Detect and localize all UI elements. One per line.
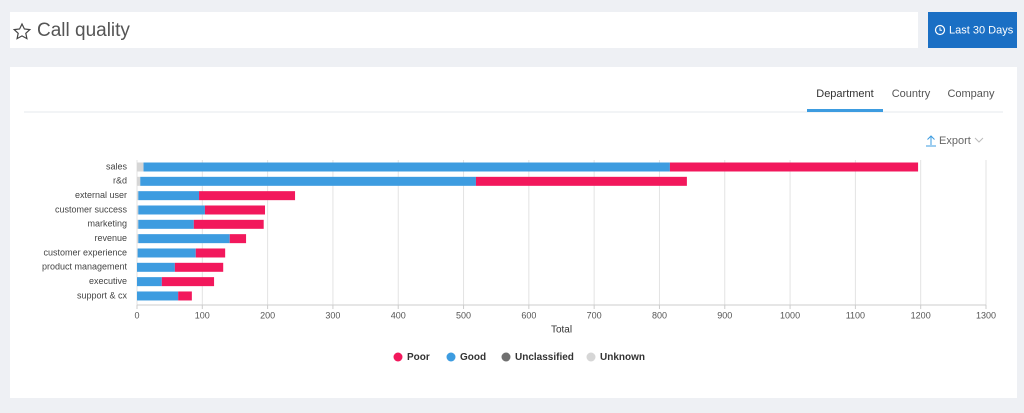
active-tab-underline <box>807 109 883 112</box>
x-tick-label: 600 <box>521 310 536 320</box>
bar-segment <box>174 262 224 272</box>
bar-segment <box>475 176 687 186</box>
clock-icon <box>934 24 946 36</box>
bar-segment <box>138 219 194 229</box>
y-tick-label: sales <box>106 161 128 171</box>
legend-label: Poor <box>407 352 430 363</box>
bar-segment <box>138 234 230 244</box>
bar-segment <box>137 162 144 172</box>
bar-segment <box>137 191 139 201</box>
bar-segment <box>204 205 266 215</box>
tab[interactable]: Department <box>816 88 873 100</box>
y-tick-label: marketing <box>87 219 127 229</box>
chart: 0 100 200 300 400 500 600 700 800 900 1000 1100 1200… <box>42 160 996 363</box>
x-tick-label: 800 <box>652 310 667 320</box>
x-tick-label: 1000 <box>780 310 800 320</box>
x-tick-label: 400 <box>391 310 406 320</box>
bar-segment <box>199 191 296 201</box>
y-tick-label: customer experience <box>43 247 127 257</box>
y-tick-label: r&d <box>113 176 127 186</box>
bar-segment <box>137 205 139 215</box>
chart-card <box>10 67 1017 398</box>
legend-label: Unknown <box>600 352 645 363</box>
x-tick-label: 1300 <box>976 310 996 320</box>
y-tick-label: executive <box>89 276 127 286</box>
bar-segment <box>137 277 162 287</box>
bar-segment <box>137 219 139 229</box>
x-tick-label: 200 <box>260 310 275 320</box>
tab[interactable]: Country <box>892 88 931 100</box>
tab[interactable]: Company <box>947 88 995 100</box>
bar-segment <box>140 176 476 186</box>
legend-label: Unclassified <box>515 352 574 363</box>
x-tick-label: 100 <box>195 310 210 320</box>
bar-segment <box>161 277 215 287</box>
legend-label: Good <box>460 352 486 363</box>
export-caret <box>974 137 984 143</box>
x-tick-label: 900 <box>717 310 732 320</box>
bar-segment <box>137 291 179 301</box>
button-label: Last 30 Days <box>949 24 1014 36</box>
y-tick-label: customer success <box>55 204 128 214</box>
bar-segment <box>195 248 226 258</box>
y-tick-label: revenue <box>94 233 127 243</box>
bar-segment <box>138 205 205 215</box>
bar-segment <box>137 248 138 258</box>
y-tick-label: product management <box>42 262 128 272</box>
legend-swatch <box>501 352 511 362</box>
bar-segment <box>137 176 141 186</box>
date-range-button[interactable] <box>928 12 1017 48</box>
x-tick-label: 700 <box>587 310 602 320</box>
x-tick-label: 1200 <box>911 310 931 320</box>
x-axis-label: Total <box>551 325 572 336</box>
export-button[interactable]: Export <box>939 135 971 147</box>
bar-segment <box>138 191 200 201</box>
page-title: Call quality <box>37 20 130 41</box>
bar-segment <box>669 162 919 172</box>
bar-segment <box>137 248 196 258</box>
bar-segment <box>229 234 247 244</box>
legend-swatch <box>446 352 456 362</box>
y-tick-label: support & cx <box>77 290 128 300</box>
header-bar <box>10 12 918 48</box>
export-icon <box>926 135 936 147</box>
bar-segment <box>137 262 175 272</box>
legend-swatch <box>393 352 403 362</box>
star-icon[interactable] <box>12 22 32 40</box>
x-tick-label: 300 <box>325 310 340 320</box>
bar-segment <box>143 162 670 172</box>
x-tick-label: 0 <box>134 310 139 320</box>
x-tick-label: 500 <box>456 310 471 320</box>
x-tick-label: 1100 <box>846 310 865 320</box>
bar-segment <box>178 291 192 301</box>
bar-segment <box>137 234 139 244</box>
clock-hand <box>939 27 942 31</box>
y-tick-label: external user <box>75 190 127 200</box>
legend-swatch <box>586 352 596 362</box>
bar-segment <box>193 219 264 229</box>
